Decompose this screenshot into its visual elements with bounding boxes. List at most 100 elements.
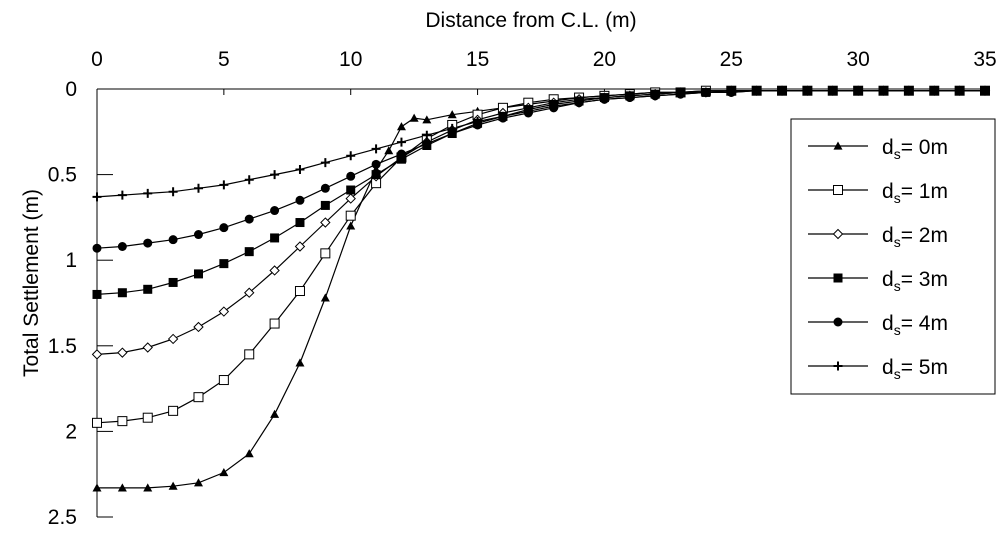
open-square-marker <box>269 318 280 329</box>
filled-square-marker <box>219 259 229 269</box>
plus-marker <box>574 98 584 108</box>
filled-circle-marker <box>371 159 381 169</box>
filled-circle-marker <box>447 129 457 139</box>
plus-marker <box>980 86 990 96</box>
x-tick-label: 25 <box>720 48 743 71</box>
plus-marker <box>929 86 939 96</box>
plot-markers <box>91 85 991 492</box>
filled-circle-marker <box>396 149 406 159</box>
filled-square-marker <box>833 273 843 283</box>
plus-marker <box>833 361 843 371</box>
plus-marker <box>828 86 838 96</box>
triangle-marker <box>143 483 153 492</box>
x-tick-label: 5 <box>218 48 230 71</box>
plus-marker <box>168 187 178 197</box>
y-axis-title: Total Settlement (m) <box>20 189 43 377</box>
triangle-marker <box>92 483 102 492</box>
open-diamond-marker <box>193 321 204 333</box>
x-axis-title: Distance from C.L. (m) <box>425 9 636 32</box>
y-tick-label: 1.5 <box>48 335 77 358</box>
plus-marker <box>676 89 686 99</box>
legend-label: ds= 2m <box>882 224 948 250</box>
plus-marker <box>879 86 889 96</box>
series-markers-5 <box>92 86 990 202</box>
open-diamond-marker <box>167 333 179 345</box>
legend-entry-4: ds= 4m <box>808 312 948 338</box>
open-diamond-marker <box>294 241 306 252</box>
x-tick-label: 35 <box>973 48 996 71</box>
filled-circle-marker <box>833 317 843 327</box>
plus-marker <box>447 123 457 133</box>
filled-square-marker <box>396 154 406 164</box>
open-square-marker <box>320 248 331 259</box>
legend-label: ds= 4m <box>882 312 948 338</box>
plus-marker <box>853 86 863 96</box>
legend: ds= 0m ds= 1m ds= 2m ds= 3m ds= 4m ds= 5m <box>790 118 996 395</box>
plus-marker <box>802 86 812 96</box>
plus-marker <box>777 86 787 96</box>
legend-label: ds= 5m <box>882 356 948 382</box>
y-tick-label: 2 <box>65 420 77 443</box>
open-diamond-marker <box>269 265 280 276</box>
plus-marker <box>346 151 356 161</box>
x-tick-label: 0 <box>91 48 103 71</box>
filled-circle-marker <box>219 223 229 233</box>
triangle-marker <box>117 483 127 492</box>
open-diamond-marker <box>832 228 844 240</box>
plus-marker <box>726 87 736 97</box>
triangle-marker <box>422 115 432 124</box>
open-square-marker <box>244 349 255 360</box>
open-diamond-marker <box>244 287 255 298</box>
filled-square-marker <box>270 233 280 243</box>
filled-square-marker <box>92 289 102 299</box>
filled-square-marker <box>168 277 178 287</box>
y-tick-label: 1 <box>65 249 77 272</box>
plus-marker <box>523 106 533 116</box>
filled-circle-marker <box>270 206 280 216</box>
filled-square-marker <box>346 185 356 195</box>
legend-entry-1: ds= 1m <box>808 180 948 206</box>
open-diamond-marker <box>142 342 153 353</box>
open-square-marker <box>218 375 229 386</box>
filled-circle-marker <box>346 171 356 181</box>
plus-marker <box>193 183 203 193</box>
triangle-marker <box>193 478 203 487</box>
plus-marker <box>219 180 229 190</box>
x-tick-label: 15 <box>466 48 489 71</box>
triangle-marker <box>244 449 254 458</box>
plus-marker <box>473 117 483 127</box>
open-square-marker <box>345 210 356 221</box>
triangle-marker <box>346 221 356 230</box>
axes: 0 5 10 15 20 25 30 35 0 0.5 1 1.5 2 2.5 <box>48 48 997 529</box>
open-square-marker <box>168 405 179 416</box>
filled-square-marker <box>244 247 254 257</box>
filled-square-marker <box>371 170 381 180</box>
triangle-marker <box>833 141 843 150</box>
x-tick-label: 30 <box>846 48 869 71</box>
filled-square-marker <box>193 269 203 279</box>
triangle-marker <box>447 110 457 119</box>
legend-box <box>790 118 996 395</box>
x-tick-label: 10 <box>339 48 362 71</box>
open-diamond-marker <box>345 193 356 204</box>
plus-marker <box>92 192 102 202</box>
open-square-marker <box>92 417 102 428</box>
filled-circle-marker <box>168 235 178 245</box>
filled-circle-marker <box>117 242 127 252</box>
plus-marker <box>955 86 965 96</box>
plus-marker <box>904 86 914 96</box>
filled-circle-marker <box>320 183 330 193</box>
legend-entry-3: ds= 3m <box>808 268 948 294</box>
filled-square-marker <box>295 218 305 228</box>
filled-square-marker <box>117 288 127 298</box>
triangle-marker <box>396 122 406 131</box>
open-diamond-marker <box>218 306 230 317</box>
filled-circle-marker <box>244 214 254 224</box>
plus-marker <box>599 94 609 104</box>
open-diamond-marker <box>117 347 128 358</box>
open-square-marker <box>294 286 305 297</box>
plus-marker <box>117 190 127 200</box>
plus-marker <box>295 164 305 174</box>
triangle-marker <box>409 113 419 122</box>
